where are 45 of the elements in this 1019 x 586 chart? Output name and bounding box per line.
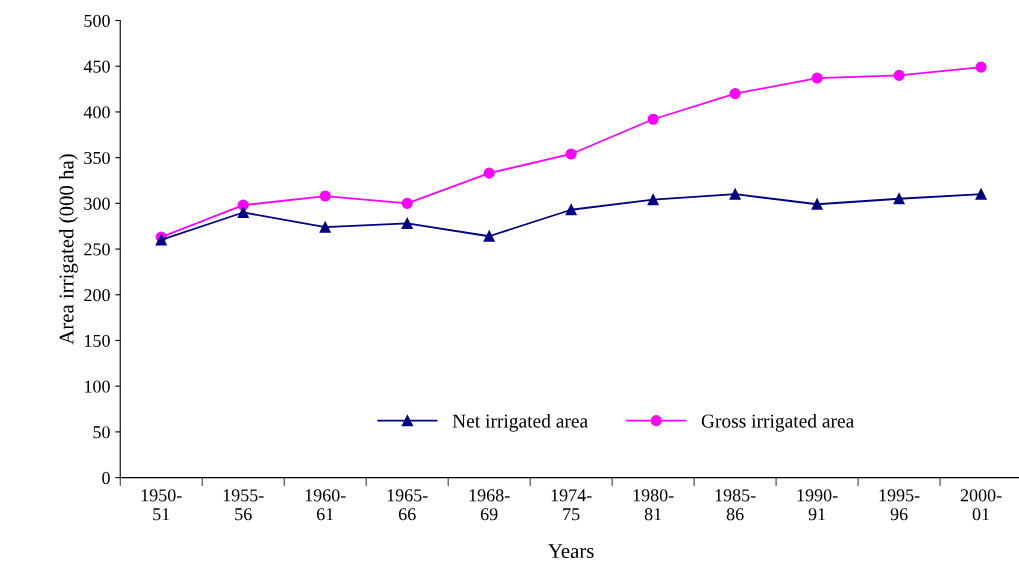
y-tick-label: 250: [84, 243, 110, 256]
x-tick-label: 1960- 61: [305, 489, 346, 521]
y-tick-label: 150: [85, 334, 110, 347]
y-tick-label: 0: [102, 471, 110, 485]
point: [565, 204, 577, 216]
x-tick-label: 1974- 75: [551, 489, 592, 521]
point: [401, 197, 413, 209]
point: [483, 167, 495, 179]
point: [811, 198, 823, 210]
point: [401, 217, 413, 230]
y-tick-label: 100: [85, 380, 110, 393]
x-tick-label: 1965- 66: [387, 489, 428, 521]
x-tick-label: 2000- 01: [960, 489, 1002, 521]
y-tick-label: 300: [84, 197, 110, 210]
x-tick-label: 1980- 81: [633, 489, 674, 521]
x-tick-label: 1995- 96: [879, 489, 920, 521]
y-tick-label: 350: [84, 151, 110, 165]
x-tick-label: 1968- 69: [469, 489, 510, 521]
x-tick-label: 1955- 56: [223, 489, 264, 521]
point: [975, 188, 987, 200]
point: [893, 193, 905, 205]
x-tick-label: 1990- 91: [797, 489, 838, 521]
y-tick-label: 500: [84, 14, 110, 27]
point: [319, 190, 331, 202]
y-axis-title: Area irrigated (000 ha): [58, 154, 78, 345]
point: [647, 194, 659, 206]
y-tick-label: 450: [83, 60, 110, 73]
legend-label: Net irrigated area: [452, 413, 588, 432]
point: [893, 69, 905, 81]
point: [483, 230, 495, 242]
x-axis-title: Years: [548, 544, 594, 559]
point: [565, 148, 577, 160]
point: [811, 72, 823, 84]
y-tick-label: 50: [93, 426, 110, 439]
y-tick-label: 400: [83, 106, 110, 119]
y-tick-label: 200: [84, 289, 110, 302]
point: [647, 113, 659, 125]
point: [729, 88, 741, 100]
point: [729, 188, 741, 200]
legend-label: Gross irrigated area: [701, 413, 854, 432]
point: [319, 221, 331, 233]
point: [237, 206, 249, 219]
point: [975, 61, 987, 73]
x-tick-label: 1950- 51: [141, 489, 182, 521]
x-tick-label: 1985- 86: [715, 489, 756, 521]
